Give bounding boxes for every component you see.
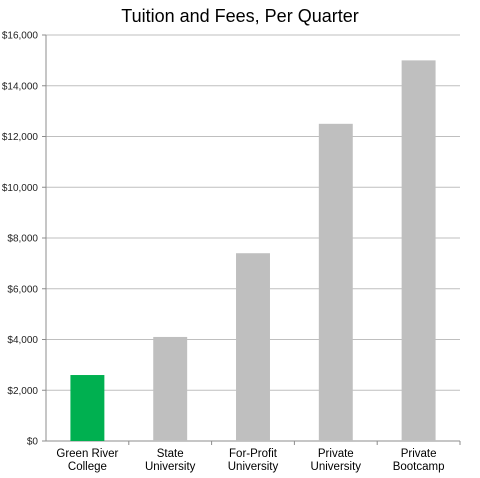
y-tick-label: $2,000	[7, 386, 38, 397]
bar	[236, 253, 270, 441]
x-tick-label: State University	[145, 448, 196, 473]
y-tick-label: $12,000	[2, 132, 39, 143]
y-tick-label: $10,000	[2, 183, 39, 194]
x-tick-label-line: University	[228, 461, 279, 473]
x-tick-label: Private University	[311, 448, 362, 473]
bar	[153, 336, 188, 441]
bar	[70, 375, 105, 441]
x-tick-label: For-Profit University	[228, 448, 279, 473]
y-tick-label: $14,000	[2, 81, 39, 92]
x-tick-label-line: Bootcamp	[393, 461, 445, 473]
x-tick-label-line: University	[145, 461, 196, 473]
x-tick-label-line: Private	[318, 448, 354, 460]
y-tick-label: $4,000	[7, 335, 38, 346]
y-tick-label: $0	[27, 437, 39, 448]
chart-title: Tuition and Fees, Per Quarter	[121, 6, 359, 26]
x-tick-label-line: For-Profit	[229, 448, 278, 460]
x-tick-label-line: University	[311, 461, 362, 473]
x-tick-label-line: Green River	[56, 448, 118, 460]
y-tick-label: $8,000	[7, 234, 38, 245]
x-tick-label-line: Private	[401, 448, 437, 460]
x-tick-label: Private Bootcamp	[393, 448, 445, 473]
bar	[318, 123, 353, 441]
x-tick-label-line: College	[68, 461, 107, 473]
y-tick-label: $6,000	[7, 284, 38, 295]
bar	[401, 60, 436, 441]
x-tick-label-line: State	[157, 448, 184, 460]
x-tick-label: Green River College	[56, 448, 118, 473]
y-tick-label: $16,000	[2, 31, 39, 42]
